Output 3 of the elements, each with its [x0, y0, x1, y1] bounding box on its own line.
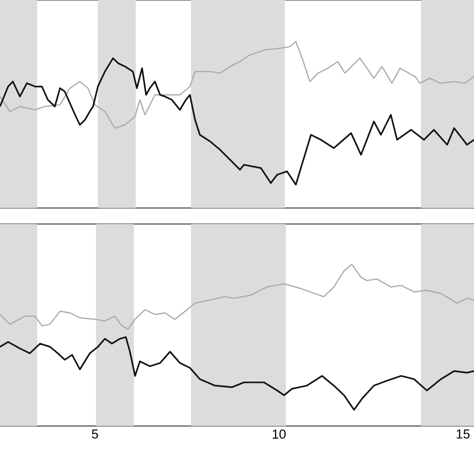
- x-tick-label: 15: [456, 430, 470, 439]
- x-tick-label: 5: [92, 430, 98, 439]
- x-tick-label: 10: [272, 430, 286, 439]
